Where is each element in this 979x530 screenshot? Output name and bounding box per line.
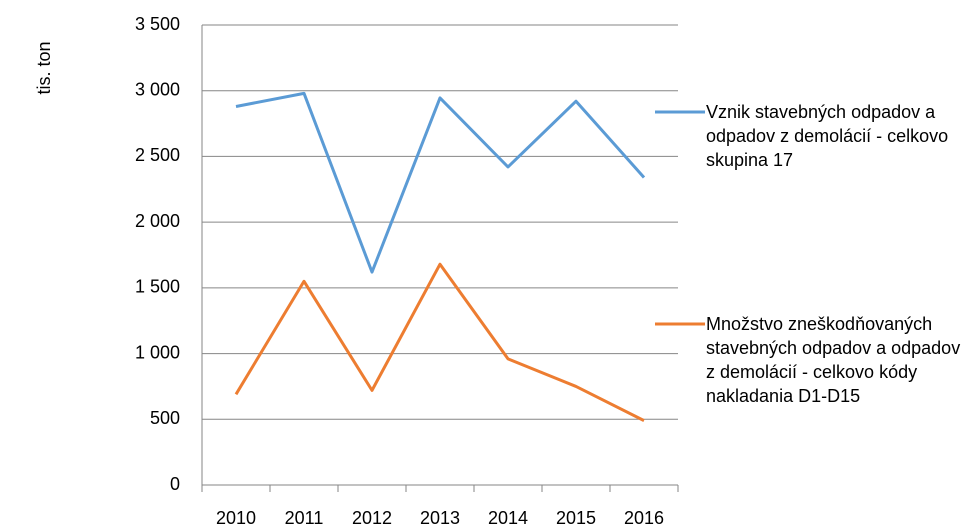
legend-label: Vznik stavebných odpadov a odpadov z dem… — [706, 102, 949, 170]
legend-label: Množstvo zneškodňovaných stavebných odpa… — [706, 314, 961, 406]
series-line — [235, 91, 646, 274]
y-tick-label: 3 500 — [135, 14, 180, 34]
x-tick-label: 2012 — [352, 508, 392, 528]
series-line — [234, 262, 645, 422]
y-tick-label: 2 000 — [135, 211, 180, 231]
x-tick-label: 2014 — [488, 508, 528, 528]
x-tick-label: 2010 — [216, 508, 256, 528]
y-tick-label: 3 000 — [135, 79, 180, 99]
y-tick-label: 500 — [150, 408, 180, 428]
y-tick-label: 1 000 — [135, 342, 180, 362]
y-tick-label: 0 — [170, 474, 180, 494]
x-tick-label: 2016 — [624, 508, 664, 528]
y-axis-label: tis. ton — [34, 41, 54, 94]
x-tick-label: 2011 — [285, 508, 324, 528]
y-tick-label: 1 500 — [135, 277, 180, 297]
x-tick-label: 2013 — [420, 508, 460, 528]
y-tick-label: 2 500 — [135, 145, 180, 165]
x-tick-label: 2015 — [556, 508, 596, 528]
